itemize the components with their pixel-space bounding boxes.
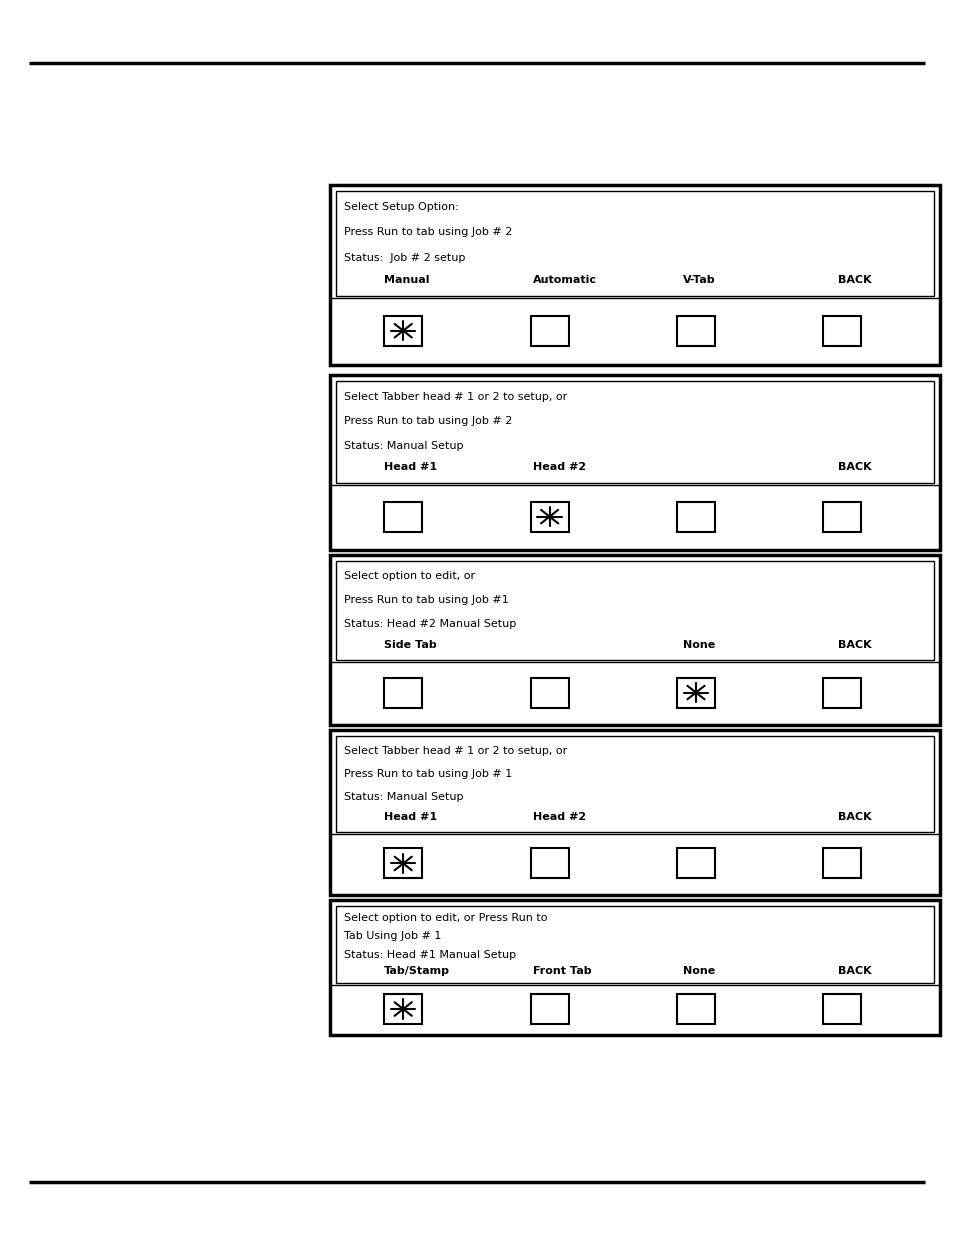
Text: BACK: BACK — [838, 640, 871, 650]
Text: Status: Manual Setup: Status: Manual Setup — [344, 441, 463, 451]
Bar — [822, 994, 861, 1024]
Text: Select option to edit, or: Select option to edit, or — [344, 572, 475, 582]
Bar — [384, 678, 422, 708]
Text: Front Tab: Front Tab — [533, 966, 592, 976]
Bar — [677, 848, 714, 878]
Bar — [677, 501, 714, 531]
Text: Head #2: Head #2 — [533, 813, 586, 823]
Bar — [330, 730, 939, 895]
Bar — [822, 678, 861, 708]
Bar — [335, 191, 933, 296]
Bar — [677, 316, 714, 346]
Bar — [530, 316, 568, 346]
Text: None: None — [682, 966, 715, 976]
Bar — [677, 678, 714, 708]
Text: BACK: BACK — [838, 275, 871, 285]
Bar — [530, 501, 568, 531]
Bar — [335, 382, 933, 483]
Text: Press Run to tab using Job # 1: Press Run to tab using Job # 1 — [344, 768, 512, 779]
Text: Head #2: Head #2 — [533, 462, 586, 473]
Bar — [330, 375, 939, 550]
Bar — [822, 501, 861, 531]
Bar — [530, 678, 568, 708]
Text: Select Tabber head # 1 or 2 to setup, or: Select Tabber head # 1 or 2 to setup, or — [344, 746, 567, 756]
Text: Tab/Stamp: Tab/Stamp — [383, 966, 450, 976]
Text: BACK: BACK — [838, 966, 871, 976]
Text: Head #1: Head #1 — [383, 462, 436, 473]
Text: Select Tabber head # 1 or 2 to setup, or: Select Tabber head # 1 or 2 to setup, or — [344, 391, 567, 401]
Bar — [335, 561, 933, 659]
Text: None: None — [682, 640, 715, 650]
Bar — [384, 316, 422, 346]
Text: Manual: Manual — [383, 275, 429, 285]
Bar — [677, 994, 714, 1024]
Bar — [384, 994, 422, 1024]
Text: Tab Using Job # 1: Tab Using Job # 1 — [344, 931, 441, 941]
Text: Side Tab: Side Tab — [383, 640, 436, 650]
Bar — [330, 900, 939, 1035]
Text: Press Run to tab using Job # 2: Press Run to tab using Job # 2 — [344, 227, 512, 237]
Text: Head #1: Head #1 — [383, 813, 436, 823]
Text: Status:  Job # 2 setup: Status: Job # 2 setup — [344, 252, 465, 263]
Bar — [530, 848, 568, 878]
Bar — [530, 994, 568, 1024]
Text: Status: Manual Setup: Status: Manual Setup — [344, 792, 463, 802]
Bar — [330, 185, 939, 366]
Text: Press Run to tab using Job #1: Press Run to tab using Job #1 — [344, 595, 508, 605]
Text: BACK: BACK — [838, 462, 871, 473]
Text: Select option to edit, or Press Run to: Select option to edit, or Press Run to — [344, 913, 547, 923]
Text: Status: Head #2 Manual Setup: Status: Head #2 Manual Setup — [344, 619, 516, 629]
Text: Status: Head #1 Manual Setup: Status: Head #1 Manual Setup — [344, 950, 516, 960]
Bar — [822, 848, 861, 878]
Bar — [384, 848, 422, 878]
Text: Automatic: Automatic — [533, 275, 597, 285]
Text: Select Setup Option:: Select Setup Option: — [344, 203, 458, 212]
Text: Press Run to tab using Job # 2: Press Run to tab using Job # 2 — [344, 416, 512, 426]
Bar — [330, 555, 939, 725]
Bar — [335, 736, 933, 832]
Text: V-Tab: V-Tab — [682, 275, 715, 285]
Text: BACK: BACK — [838, 813, 871, 823]
Bar — [384, 501, 422, 531]
Bar — [822, 316, 861, 346]
Bar — [335, 906, 933, 983]
